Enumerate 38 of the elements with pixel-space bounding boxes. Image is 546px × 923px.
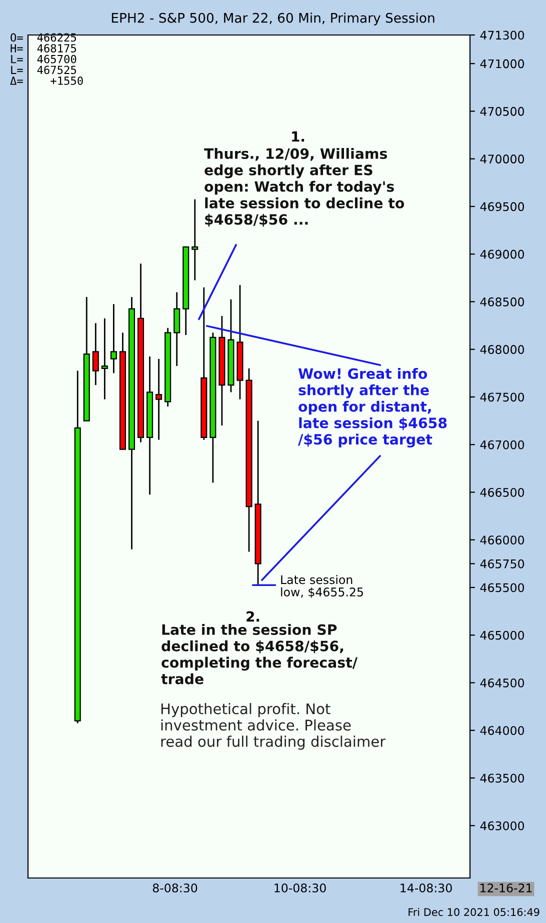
chart-title: EPH2 - S&P 500, Mar 22, 60 Min, Primary Session bbox=[112, 12, 434, 26]
annotation: Late in the session SP declined to $4658/$56, completing the forecast/ trade bbox=[161, 624, 358, 684]
text: Fri Dec 10 2021 05:16:49 bbox=[408, 908, 540, 916]
annotation: Late session low, $4655.25 bbox=[281, 575, 363, 598]
annotation: Hypothetical profit. Not investment advice. Please read our full trading disclaimer bbox=[161, 703, 386, 750]
candlestick bbox=[92, 322, 99, 386]
y-tick-label: 466500 bbox=[480, 488, 524, 497]
y-tick-label: 464500 bbox=[480, 678, 524, 688]
annotation: Thurs., 12/09, Williams edge shortly after ES open: Watch for today's late session to decline to $4658/$56 ... bbox=[204, 148, 404, 227]
y-tick-label: 463000 bbox=[480, 821, 524, 830]
y-tick-label: 465750 bbox=[480, 559, 524, 568]
y-tick-label: 468500 bbox=[480, 297, 524, 306]
candlestick bbox=[156, 358, 162, 441]
y-tick-label: 468000 bbox=[480, 345, 524, 354]
y-tick-label: 467500 bbox=[480, 392, 524, 402]
text: 12-16-21 bbox=[480, 883, 532, 892]
y-tick-label: 465500 bbox=[480, 583, 524, 592]
annotation: 2. bbox=[246, 611, 260, 622]
y-tick-label: 464000 bbox=[480, 726, 524, 736]
candlestick bbox=[192, 198, 198, 281]
text: 14-08:30 bbox=[400, 883, 452, 892]
text: 8-08:30 bbox=[152, 883, 198, 892]
y-tick-label: 469000 bbox=[480, 250, 524, 259]
y-tick-label: 470500 bbox=[480, 106, 524, 116]
y-tick-label: 471300 bbox=[480, 30, 524, 40]
y-tick-label: 470000 bbox=[480, 154, 524, 164]
y-tick-label: 467000 bbox=[480, 440, 524, 450]
candlestick bbox=[110, 303, 117, 374]
annotation: Wow! Great info shortly after the open for distant, late session $4658 /$56 price target bbox=[298, 368, 447, 448]
y-tick-label: 471000 bbox=[480, 59, 524, 68]
candlestick bbox=[101, 318, 108, 400]
candlestick bbox=[174, 291, 180, 367]
y-tick-label: 463500 bbox=[480, 774, 524, 783]
y-tick-label: 465000 bbox=[480, 630, 524, 640]
y-tick-label: 466000 bbox=[480, 536, 524, 544]
y-tick-label: 469500 bbox=[480, 202, 524, 212]
annotation: 1. bbox=[292, 131, 304, 142]
text: 10-08:30 bbox=[274, 883, 326, 892]
